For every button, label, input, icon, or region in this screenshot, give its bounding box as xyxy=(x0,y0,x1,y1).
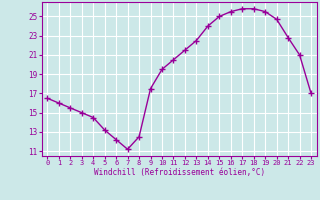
X-axis label: Windchill (Refroidissement éolien,°C): Windchill (Refroidissement éolien,°C) xyxy=(94,168,265,177)
